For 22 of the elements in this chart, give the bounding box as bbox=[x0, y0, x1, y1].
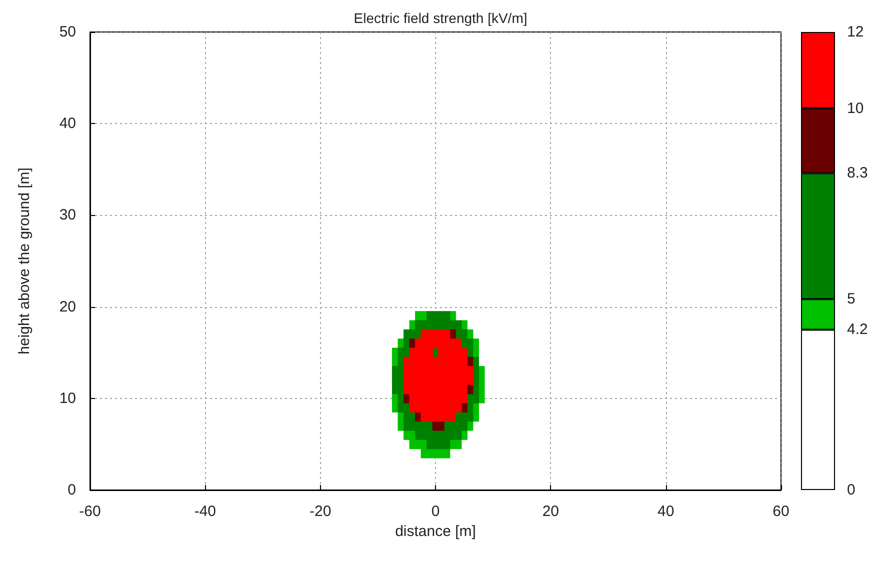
y-tick-label: 4.2 bbox=[847, 321, 868, 338]
x-tick-label: -20 bbox=[309, 503, 332, 520]
x-axis-title: distance [m] bbox=[395, 522, 476, 540]
x-tick-label: 60 bbox=[772, 503, 790, 520]
y-tick-label: 8.3 bbox=[847, 164, 868, 182]
x-tick-label: -40 bbox=[194, 503, 216, 520]
y-tick-label: 5 bbox=[847, 290, 856, 308]
y-tick-label: 10 bbox=[59, 390, 76, 407]
y-tick-label: 0 bbox=[847, 482, 856, 498]
x-tick-label: 40 bbox=[657, 503, 674, 520]
y-tick-label: 50 bbox=[59, 24, 76, 40]
y-tick-label: 30 bbox=[59, 206, 76, 224]
x-tick-label: -60 bbox=[79, 503, 101, 520]
y-axis-title: height above the ground [m] bbox=[16, 168, 33, 354]
x-tick-label: 0 bbox=[431, 503, 440, 520]
chart-title: Electric field strength [kV/m] bbox=[354, 10, 528, 26]
y-tick-label: 20 bbox=[59, 298, 76, 316]
y-tick-label: 0 bbox=[68, 482, 76, 498]
y-tick-label: 12 bbox=[847, 24, 864, 40]
y-tick-label: 10 bbox=[847, 100, 864, 117]
y-tick-label: 40 bbox=[59, 115, 76, 132]
x-tick-label: 20 bbox=[542, 503, 560, 520]
